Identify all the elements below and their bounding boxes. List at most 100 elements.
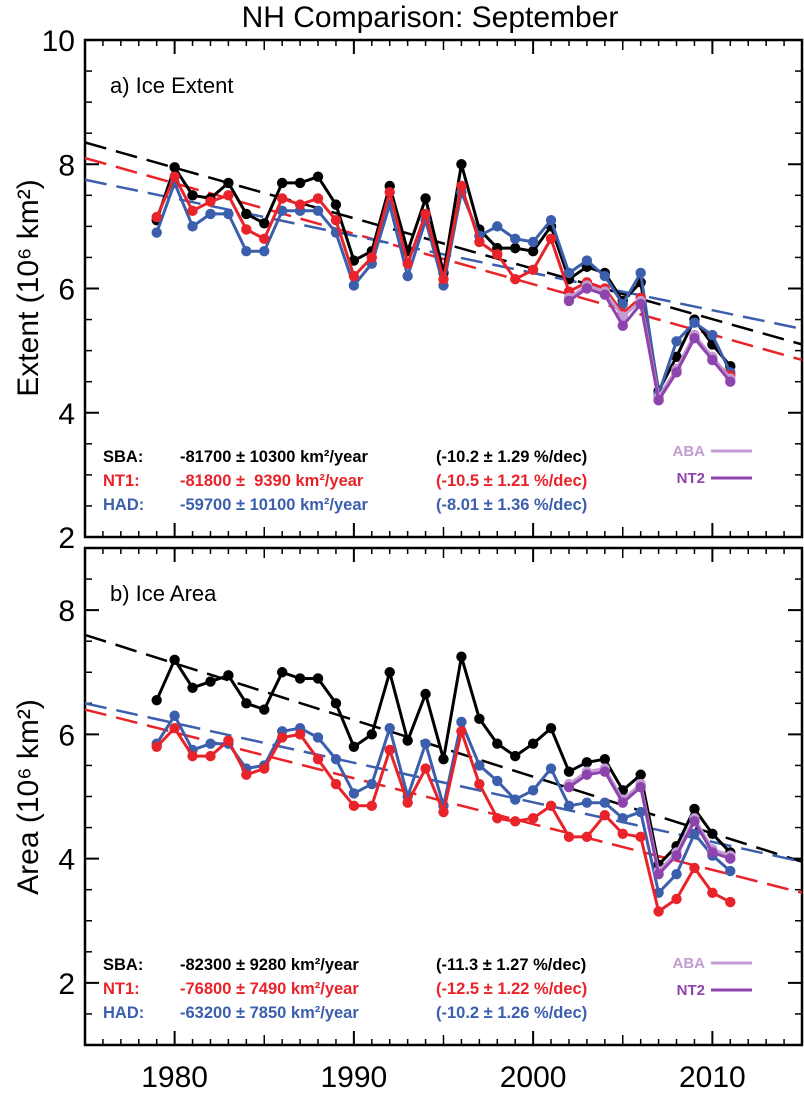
point-area-nt1-1986 (276, 732, 288, 743)
trend-line-area-sba (85, 633, 802, 863)
point-extent-had-2009 (689, 317, 700, 328)
series-line-extent-nt2 (568, 287, 732, 402)
point-area-had-2006 (635, 806, 646, 818)
point-extent-had-1981 (187, 221, 198, 232)
point-area-nt1-2000 (527, 813, 539, 824)
point-extent-had-2004 (599, 270, 611, 282)
point-extent-sba-1981 (187, 190, 198, 201)
point-area-had-1992 (384, 722, 395, 734)
ytick-label-extent-6: 6 (58, 274, 75, 307)
point-extent-nt1-1986 (276, 193, 288, 204)
point-area-nt1-2005 (617, 828, 628, 839)
point-area-had-1998 (492, 775, 503, 787)
point-area-nt2-2003 (581, 769, 593, 780)
point-extent-nt1-1998 (492, 249, 503, 260)
point-extent-sba-1989 (330, 199, 342, 210)
stat-value-area-0: -82300 ± 9280 km²/year (180, 956, 359, 974)
point-extent-nt1-1981 (187, 205, 198, 217)
point-area-nt2-2011 (725, 853, 736, 864)
point-extent-nt2-2007 (653, 395, 664, 406)
stat-pct-extent-2: (-8.01 ± 1.36 %/dec) (436, 496, 587, 514)
trend-line-extent-nt1 (85, 156, 802, 362)
point-extent-sba-1986 (276, 177, 288, 189)
point-area-had-2008 (671, 868, 682, 880)
point-extent-had-1988 (312, 205, 324, 217)
panel-label-area: b) Ice Area (110, 581, 217, 606)
point-area-nt1-1994 (420, 763, 431, 774)
point-area-had-2002 (563, 800, 575, 812)
point-area-sba-1991 (366, 729, 377, 740)
point-area-nt1-1985 (259, 763, 270, 774)
point-extent-had-1979 (151, 227, 162, 238)
point-extent-nt1-2001 (545, 233, 557, 244)
point-extent-nt1-1992 (384, 187, 395, 198)
stat-pct-area-0: (-11.3 ± 1.27 %/dec) (436, 956, 586, 974)
point-area-sba-1981 (187, 682, 198, 693)
point-area-had-1990 (348, 788, 360, 799)
point-area-nt2-2007 (653, 868, 664, 880)
stat-pct-area-1: (-12.5 ± 1.22 %/dec) (436, 980, 587, 998)
point-area-nt1-1982 (205, 750, 216, 762)
point-area-had-1980 (169, 710, 180, 721)
point-area-nt1-1987 (294, 729, 306, 740)
point-extent-nt1-1991 (366, 252, 377, 263)
stat-value-extent-2: -59700 ± 10100 km²/year (180, 496, 369, 514)
point-extent-sba-1983 (223, 177, 234, 189)
point-extent-nt2-2011 (725, 376, 736, 387)
stat-name-area-0: SBA: (103, 956, 143, 974)
point-area-nt1-2008 (671, 893, 682, 905)
point-extent-had-2003 (581, 255, 593, 266)
point-area-nt1-1997 (474, 778, 485, 790)
trend-line-extent-had (85, 178, 802, 331)
point-area-sba-1980 (169, 654, 180, 666)
xtick-label-2010: 2010 (679, 1061, 746, 1094)
point-area-nt1-1989 (330, 778, 342, 790)
panel-ice-extent: a) Ice Extent 2 4 6 8 10 Extent (10⁶ km²) SBA:… (12, 25, 804, 555)
point-extent-nt2-2004 (599, 289, 611, 300)
point-area-sba-1995 (438, 754, 449, 765)
point-area-nt1-1990 (348, 800, 360, 812)
point-area-nt1-1981 (187, 750, 198, 762)
point-extent-nt1-1987 (294, 199, 306, 210)
point-extent-sba-1987 (294, 177, 306, 189)
point-area-sba-2000 (527, 738, 539, 749)
point-extent-nt1-1993 (402, 258, 413, 269)
point-extent-sba-1985 (259, 218, 270, 229)
point-area-nt2-2004 (599, 766, 611, 777)
point-extent-had-1982 (205, 208, 216, 220)
ytick-label-extent-2: 2 (58, 522, 75, 555)
point-area-nt1-2010 (707, 887, 718, 898)
point-area-sba-1986 (276, 667, 288, 678)
point-area-sba-2002 (563, 766, 575, 777)
point-area-nt1-1993 (402, 797, 413, 808)
point-extent-nt1-1982 (205, 196, 216, 207)
point-extent-nt2-2002 (563, 295, 575, 307)
point-area-nt1-1991 (366, 800, 377, 812)
point-extent-sba-1994 (420, 193, 431, 204)
point-area-nt1-2002 (563, 831, 575, 843)
point-area-nt1-1988 (312, 754, 324, 765)
point-extent-had-1983 (223, 208, 234, 220)
point-extent-nt1-1990 (348, 270, 360, 282)
point-area-nt2-2005 (617, 797, 628, 808)
point-area-sba-1993 (402, 735, 413, 746)
legend-label-extent-nt2: NT2 (677, 470, 705, 487)
point-area-nt1-1995 (438, 806, 449, 818)
point-extent-had-1985 (259, 246, 270, 257)
point-extent-nt2-2009 (689, 333, 700, 344)
point-area-sba-1985 (259, 704, 270, 715)
point-extent-nt2-2006 (635, 298, 646, 310)
trend-line-extent-sba (85, 141, 802, 346)
point-area-nt1-1992 (384, 744, 395, 756)
ytick-label-area-8: 8 (58, 595, 75, 628)
point-extent-had-1993 (402, 270, 413, 282)
legend-label-area-aba: ABA (673, 955, 706, 972)
point-area-nt2-2009 (689, 816, 700, 827)
figure-title: NH Comparison: September (242, 1, 619, 34)
point-extent-had-1986 (276, 205, 288, 217)
point-area-sba-1992 (384, 667, 395, 678)
point-extent-nt1-1999 (510, 273, 521, 285)
point-extent-nt1-1985 (259, 233, 270, 244)
point-area-nt1-2006 (635, 831, 646, 843)
